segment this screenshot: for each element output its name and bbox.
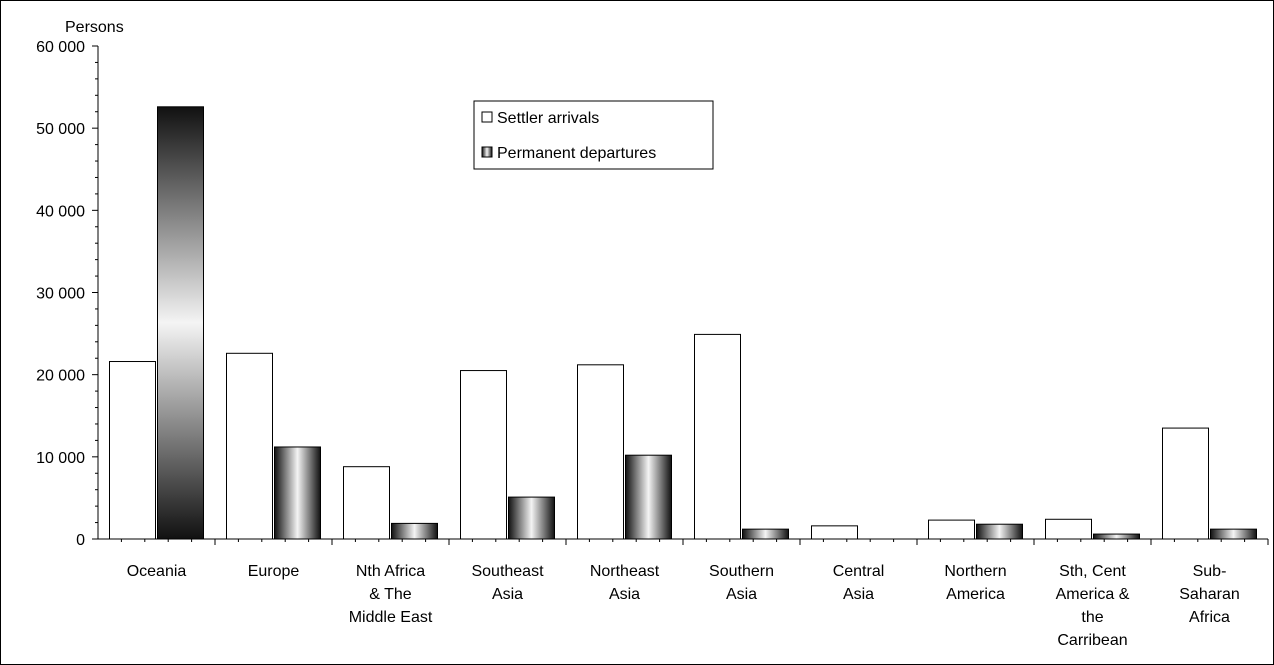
x-category-label-line: Sub- [1193, 563, 1227, 580]
bar-permanent-departures [625, 454, 672, 540]
x-category-label-line: America [946, 586, 1005, 603]
bar-settler-arrivals [226, 352, 273, 540]
x-category-label: Sth, Cent America & the Carribean [1056, 563, 1130, 649]
x-category-label-line: Central [833, 563, 885, 580]
bar-settler-arrivals [460, 370, 507, 540]
legend-swatch-permanent-departures [481, 146, 493, 158]
bar-settler-arrivals [1045, 518, 1092, 540]
bar-permanent-departures [508, 496, 555, 540]
y-tick-label: 10 000 [36, 450, 85, 467]
y-axis-unit-label: Persons [65, 19, 124, 36]
bar-settler-arrivals [577, 364, 624, 540]
legend-label-permanent-departures: Permanent departures [497, 145, 656, 162]
bar-settler-arrivals [343, 466, 390, 540]
bar-permanent-departures [1093, 533, 1140, 540]
x-category-label-line: Oceania [127, 563, 187, 580]
bar-settler-arrivals [109, 361, 156, 540]
x-category-label-line: Asia [492, 586, 523, 603]
plot-area: 0 10 000 20 000 30 000 40 000 50 000 60 000 Oce… [36, 39, 1269, 649]
bar-permanent-departures [274, 446, 321, 540]
x-category-label: Northern America [944, 563, 1006, 603]
x-category-label: Southeast Asia [471, 563, 544, 603]
x-category-label: Sub- Saharan Africa [1179, 563, 1240, 626]
x-category-label-line: Asia [609, 586, 640, 603]
bar-permanent-departures [742, 528, 789, 540]
legend-box [473, 100, 714, 170]
y-tick-label: 0 [76, 532, 85, 549]
bar-settler-arrivals [928, 519, 975, 540]
x-category-label-line: Northeast [590, 563, 660, 580]
y-tick-label: 50 000 [36, 121, 85, 138]
x-category-label: Oceania [127, 563, 187, 580]
bar-permanent-departures [976, 523, 1023, 540]
bar-settler-arrivals [811, 525, 858, 540]
x-category-label-line: Middle East [349, 609, 433, 626]
x-category-label-line: Southern [709, 563, 774, 580]
y-tick-label: 20 000 [36, 368, 85, 385]
bar-permanent-departures [157, 106, 204, 540]
x-category-label: Northeast Asia [590, 563, 660, 603]
x-category-label-line: Nth Africa [356, 563, 425, 580]
legend-swatch-settler-arrivals [481, 111, 493, 123]
x-category-label: Central Asia [833, 563, 885, 603]
x-category-label-line: Asia [843, 586, 874, 603]
x-category-label-line: Southeast [471, 563, 544, 580]
legend: Settler arrivals Permanent departures [473, 100, 714, 170]
x-category-label-line: Saharan [1179, 586, 1240, 603]
x-category-label: Europe [248, 563, 300, 580]
x-category-label-line: America & [1056, 586, 1130, 603]
x-category-label-line: & The [369, 586, 412, 603]
y-tick-label: 40 000 [36, 203, 85, 220]
x-category-label-line: Asia [726, 586, 757, 603]
bar-permanent-departures [391, 522, 438, 540]
x-category-label: Nth Africa & The Middle East [349, 563, 433, 626]
x-category-label-line: the [1081, 609, 1103, 626]
x-category-label-line: Northern [944, 563, 1006, 580]
x-category-label-line: Sth, Cent [1059, 563, 1126, 580]
x-category-label-line: Carribean [1057, 632, 1127, 649]
legend-label-settler-arrivals: Settler arrivals [497, 110, 599, 127]
bar-permanent-departures [1210, 528, 1257, 540]
y-tick-label: 60 000 [36, 39, 85, 56]
bar-settler-arrivals [1162, 427, 1209, 540]
y-tick-label: 30 000 [36, 286, 85, 303]
bar-settler-arrivals [694, 333, 741, 540]
x-category-label: Southern Asia [709, 563, 774, 603]
x-category-label-line: Africa [1189, 609, 1230, 626]
x-category-label-line: Europe [248, 563, 300, 580]
